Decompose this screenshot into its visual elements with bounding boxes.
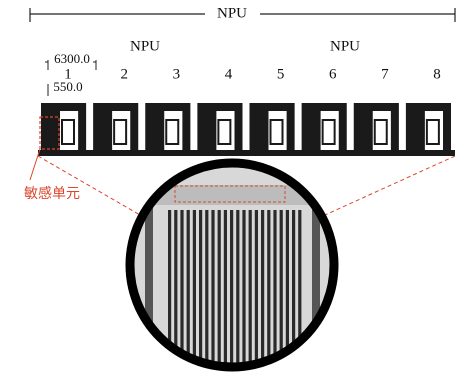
sensor-pad — [427, 120, 439, 144]
stripe — [180, 210, 183, 370]
sensor-inner — [100, 118, 108, 150]
sensor-pad — [166, 120, 178, 144]
stripe — [242, 210, 245, 370]
stripe — [267, 210, 270, 370]
element-number: 2 — [120, 66, 128, 82]
stripe — [205, 210, 208, 370]
sensor-inner — [257, 118, 265, 150]
stripe — [230, 210, 233, 370]
npu-title: NPU — [217, 5, 247, 21]
sensor-pad — [271, 120, 283, 144]
sensor-inner — [361, 118, 369, 150]
sensor-pad — [218, 120, 230, 144]
figure: NPU NPU NPU 6300.0 550.0 敏感单元 12345678 — [0, 0, 464, 375]
width-label: 6300.0 — [54, 51, 90, 66]
sensor-inner — [309, 118, 317, 150]
element-number: 1 — [64, 66, 72, 82]
element-number: 3 — [173, 66, 181, 82]
stripe — [236, 210, 239, 370]
stripe — [187, 210, 190, 370]
stripe — [255, 210, 258, 370]
stripe — [199, 210, 202, 370]
stripe — [193, 210, 196, 370]
annotation: 敏感单元 — [24, 185, 80, 202]
sensor-inner — [204, 118, 212, 150]
stripe — [280, 210, 283, 370]
sensor-pad — [323, 120, 335, 144]
stripe — [224, 210, 227, 370]
sensor-pad — [62, 120, 74, 144]
element-number: 7 — [381, 66, 389, 82]
stripe — [261, 210, 264, 370]
group-label: NPU — [130, 38, 160, 54]
sensor-pad — [375, 120, 387, 144]
base-strip — [38, 150, 455, 156]
element-number: 6 — [329, 66, 337, 82]
sensor-inner — [152, 118, 160, 150]
stripe — [211, 210, 214, 370]
group-label: NPU — [330, 38, 360, 54]
sensor-inner — [413, 118, 421, 150]
element-number: 8 — [433, 66, 441, 82]
stripe — [218, 210, 221, 370]
stripe — [249, 210, 252, 370]
stripe — [273, 210, 276, 370]
sensor-pad — [114, 120, 126, 144]
element-number: 5 — [277, 66, 285, 82]
sensor-inner — [48, 118, 56, 150]
element-number: 4 — [225, 66, 233, 82]
